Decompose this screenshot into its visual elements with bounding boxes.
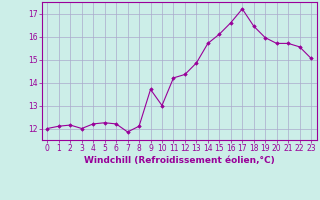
X-axis label: Windchill (Refroidissement éolien,°C): Windchill (Refroidissement éolien,°C) — [84, 156, 275, 165]
